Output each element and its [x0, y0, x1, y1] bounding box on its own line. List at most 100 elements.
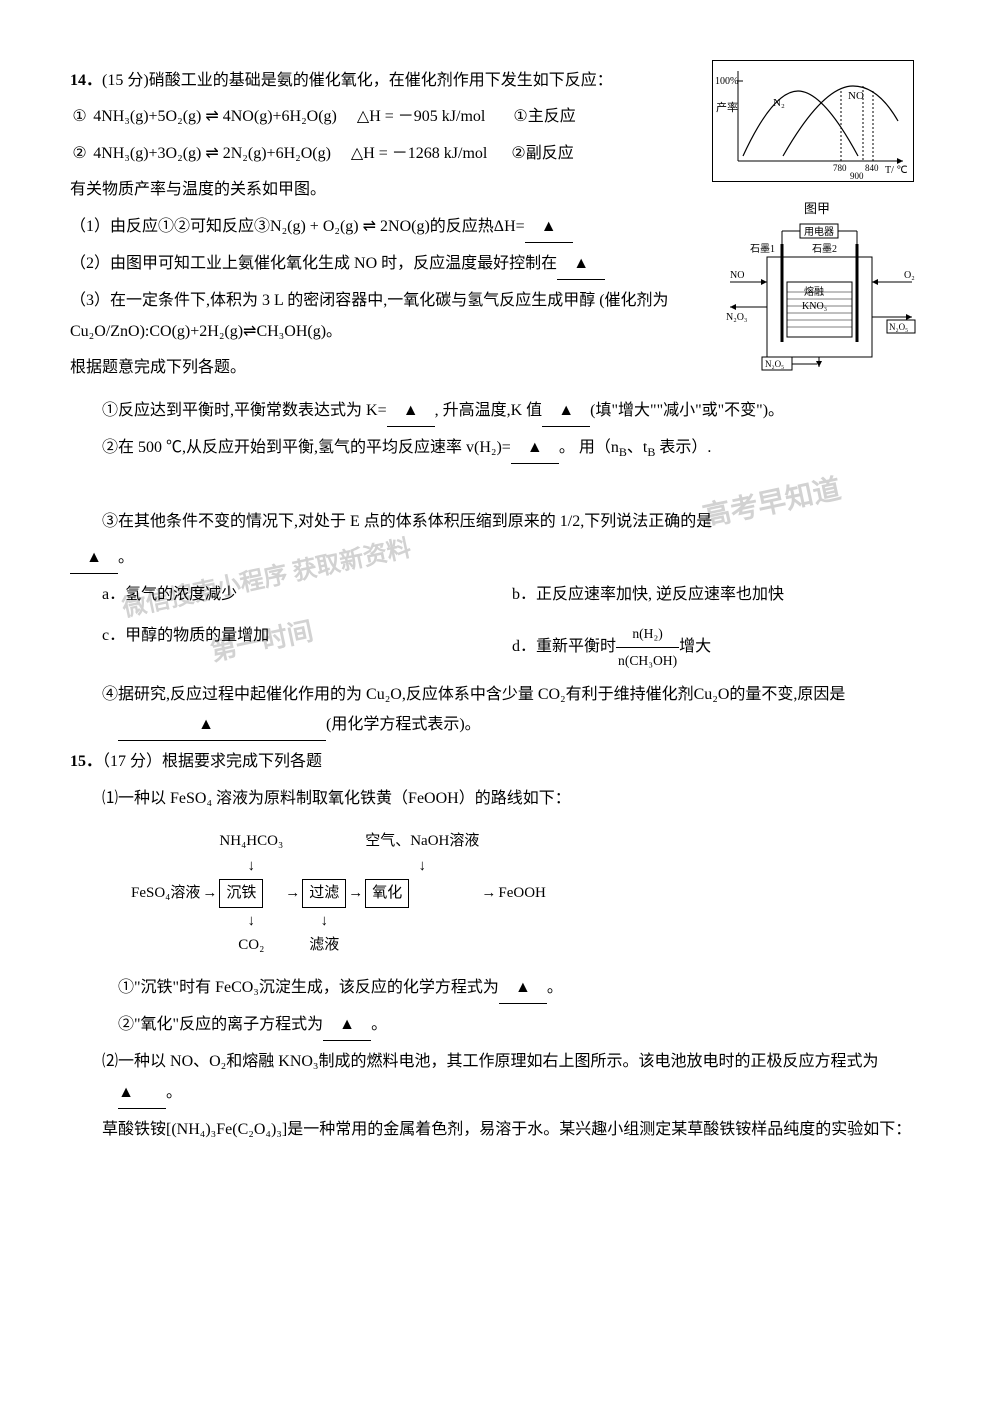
electro-diagram: 用电器 石墨1 石墨2 熔融 KNO₃ — [712, 222, 922, 372]
fraction: n(H₂)n(CH₃OH) — [616, 621, 679, 674]
sub1-a: 反应达到平衡时,平衡常数表达式为 K= — [118, 402, 387, 419]
q15-points: （17 分） — [102, 753, 162, 770]
flow-bottom2: 滤液 — [301, 933, 347, 958]
sub2-b: 。 用（n — [559, 439, 619, 456]
eq2-note: ②副反应 — [511, 145, 573, 162]
sub2-label: ② — [102, 439, 118, 456]
chart-n2-label: N₂ — [773, 97, 785, 109]
blank10[interactable]: ▲ — [118, 1078, 166, 1109]
q14-sub2: ②在 500 ℃,从反应开始到平衡,氢气的平均反应速率 v(H₂)=▲。 用（n… — [70, 433, 922, 464]
chart-caption: 图甲 — [712, 197, 922, 222]
electrode1: 石墨1 — [750, 243, 775, 255]
q15-sub2: ②"氧化"反应的离子方程式为▲。 — [70, 1010, 922, 1041]
opt-c: c．甲醇的物质的量增加 — [102, 621, 512, 674]
sub2-d: 表示）. — [659, 439, 711, 456]
q14-sub1: ①反应达到平衡时,平衡常数表达式为 K=▲, 升高温度,K 值▲(填"增大""减… — [70, 396, 922, 427]
chart-box: 100% 产率 N₂ NO 780 840 900 T/ ℃ — [712, 60, 914, 182]
electrode2: 石墨2 — [812, 243, 837, 255]
q15-intro-text: 根据要求完成下列各题 — [162, 753, 322, 770]
q15-part3-text: 草酸铁铵[(NH₄)₃Fe(C₂O₄)₃]是一种常用的金属着色剂，易溶于水。某兴… — [102, 1121, 911, 1138]
options-row-1: a．氢气的浓度减少 b．正反应速率加快, 逆反应速率也加快 — [70, 580, 922, 610]
sub4-label: ④ — [102, 686, 118, 703]
blank4[interactable]: ▲ — [542, 396, 590, 427]
q15-part2-a: 一种以 NO、O₂和熔融 KNO₃制成的燃料电池，其工作原理如右上图所示。该电池… — [118, 1053, 879, 1070]
frac-den: n(CH₃OH) — [616, 648, 679, 674]
eq1-note: ①主反应 — [513, 108, 575, 125]
sub1-label: ① — [102, 402, 118, 419]
opt-d-b: 增大 — [679, 638, 711, 655]
figure-chart-container: 100% 产率 N₂ NO 780 840 900 T/ ℃ 图甲 用电器 — [712, 60, 922, 372]
q15-sub1: ①"沉铁"时有 FeCO₃沉淀生成，该反应的化学方程式为▲。 — [70, 973, 922, 1004]
q15-sub2-b: 。 — [371, 1016, 387, 1033]
sub1-c: (填"增大""减小"或"不变")。 — [590, 402, 784, 419]
q15-part3: 草酸铁铵[(NH₄)₃Fe(C₂O₄)₃]是一种常用的金属着色剂，易溶于水。某兴… — [70, 1115, 922, 1145]
sub3-text: 在其他条件不变的情况下,对处于 E 点的体系体积压缩到原来的 1/2,下列说法正… — [118, 513, 712, 530]
flow-top2: 空气、NaOH溶液 — [364, 829, 480, 854]
q15-part1: ⑴一种以 FeSO₄ 溶液为原料制取氧化铁黄（FeOOH）的路线如下： — [70, 784, 922, 814]
melt-label-1: 熔融 — [804, 285, 824, 298]
chart-tick3: 900 — [850, 171, 864, 181]
flow-diagram: NH₄HCO₃ 空气、NaOH溶液 ↓ ↓ FeSO₄溶液 → 沉铁 → 过滤 … — [130, 829, 922, 958]
q15-sub1-b: 。 — [547, 979, 563, 996]
sub4-a: 据研究,反应过程中起催化作用的为 Cu₂O,反应体系中含少量 CO₂有利于维持催… — [118, 686, 845, 703]
part3-label: （3） — [70, 292, 110, 309]
flow-box2: 过滤 — [302, 879, 346, 908]
flow-top1: NH₄HCO₃ — [218, 829, 284, 854]
blank2[interactable]: ▲ — [557, 249, 605, 280]
blank1[interactable]: ▲ — [525, 212, 573, 243]
arrow-down-4: ↓ — [301, 909, 347, 934]
blank7[interactable]: ▲ — [118, 710, 326, 741]
in-o2: O₂ — [904, 270, 915, 281]
sub-b2: B — [647, 445, 655, 459]
arrow-down-1: ↓ — [218, 854, 284, 879]
arrow-down-2: ↓ — [364, 854, 480, 879]
q15-part1-text: 一种以 FeSO₄ 溶液为原料制取氧化铁黄（FeOOH）的路线如下： — [118, 790, 571, 807]
part3-text: 在一定条件下,体积为 3 L 的密闭容器中,一氧化碳与氢气反应生成甲醇 (催化剂… — [70, 292, 669, 339]
chart-ymax: 100% — [715, 76, 738, 87]
opt-a: a．氢气的浓度减少 — [102, 580, 512, 610]
flow-end: FeOOH — [497, 878, 547, 909]
blank3[interactable]: ▲ — [387, 396, 435, 427]
eq2-dh: △H = －1268 kJ/mol — [351, 145, 487, 162]
out-n2o5: N₂O₅ — [889, 322, 908, 332]
q15-part2-b: 。 — [166, 1084, 182, 1101]
blank6[interactable]: ▲ — [70, 543, 118, 574]
sub2-a: 在 500 ℃,从反应开始到平衡,氢气的平均反应速率 v(H₂)= — [118, 439, 511, 456]
opt-d-a: d．重新平衡时 — [512, 638, 616, 655]
blank8[interactable]: ▲ — [499, 973, 547, 1004]
q15-sub2-label: ② — [118, 1016, 134, 1033]
sub2-c: 、t — [627, 439, 647, 456]
q15-intro: 15．（17 分）根据要求完成下列各题 — [70, 747, 922, 777]
q14-points: (15 分) — [102, 72, 149, 89]
part1-text: 由反应①②可知反应③N₂(g) + O₂(g) ⇌ 2NO(g)的反应热ΔH= — [110, 218, 525, 235]
q15-number: 15． — [70, 753, 102, 770]
melt-label-2: KNO₃ — [802, 301, 827, 312]
chart-tick1: 780 — [833, 163, 847, 173]
electro-top: 用电器 — [804, 225, 834, 238]
chart-tick2: 840 — [865, 163, 879, 173]
opt-d: d．重新平衡时n(H₂)n(CH₃OH)增大 — [512, 621, 922, 674]
flow-box3: 氧化 — [365, 879, 409, 908]
q14-number: 14． — [70, 72, 102, 89]
yield-chart-svg: 100% 产率 N₂ NO 780 840 900 T/ ℃ — [713, 61, 913, 181]
flow-bottom1: CO₂ — [218, 933, 284, 958]
arrow-down-3: ↓ — [218, 909, 284, 934]
eq2: 4NH₃(g)+3O₂(g) ⇌ 2N₂(g)+6H₂O(g) — [93, 145, 331, 162]
part2-label: （2） — [70, 255, 110, 272]
eq1-dh: △H = －905 kJ/mol — [357, 108, 485, 125]
blank5[interactable]: ▲ — [511, 433, 559, 464]
part1-label: （1） — [70, 218, 110, 235]
q14-sub4: ④据研究,反应过程中起催化作用的为 Cu₂O,反应体系中含少量 CO₂有利于维持… — [70, 680, 922, 742]
arrow-r4: → — [480, 878, 497, 909]
flow-box1: 沉铁 — [219, 879, 263, 908]
part2-text: 由图甲可知工业上氨催化氧化生成 NO 时，反应温度最好控制在 — [110, 255, 557, 272]
arrow-r1: → — [201, 878, 218, 909]
sub3-label: ③ — [102, 513, 118, 530]
blank9[interactable]: ▲ — [323, 1010, 371, 1041]
q14-sub3: ③在其他条件不变的情况下,对处于 E 点的体系体积压缩到原来的 1/2,下列说法… — [70, 507, 922, 537]
q15-part2: ⑵一种以 NO、O₂和熔融 KNO₃制成的燃料电池，其工作原理如右上图所示。该电… — [70, 1047, 922, 1109]
arrow-r3: → — [347, 878, 364, 909]
chart-ylabel: 产率 — [716, 100, 738, 114]
eq2-label: ② — [70, 139, 89, 169]
chart-no-label: NO — [848, 90, 864, 102]
